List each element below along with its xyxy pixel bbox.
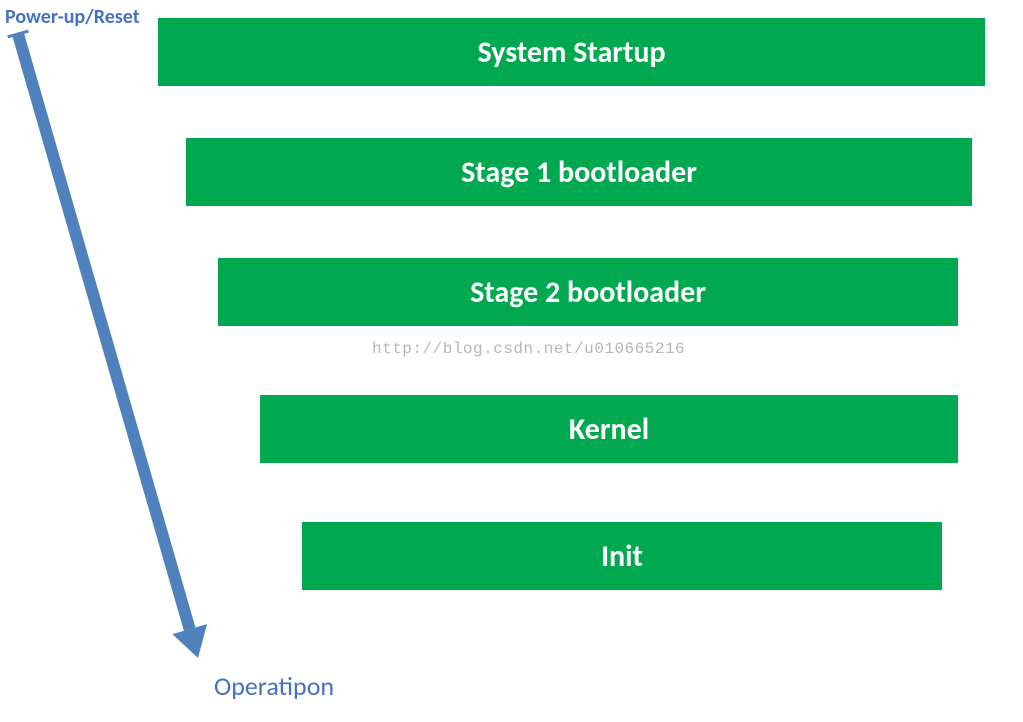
progress-arrow — [0, 0, 1023, 722]
stage-label: Init — [601, 538, 643, 575]
watermark-text: http://blog.csdn.net/u010665216 — [372, 340, 685, 358]
stage-box-4: Init — [302, 522, 942, 590]
stage-label: Stage 2 bootloader — [470, 274, 706, 311]
stage-label: Stage 1 bootloader — [461, 154, 697, 191]
stage-box-3: Kernel — [260, 395, 958, 463]
power-up-reset-label: Power-up/Reset — [5, 5, 140, 29]
stage-box-1: Stage 1 bootloader — [186, 138, 972, 206]
stage-label: Kernel — [569, 411, 649, 448]
operation-label: Operatipon — [214, 670, 334, 702]
stage-box-0: System Startup — [158, 18, 985, 86]
stage-label: System Startup — [477, 34, 665, 71]
stage-box-2: Stage 2 bootloader — [218, 258, 958, 326]
